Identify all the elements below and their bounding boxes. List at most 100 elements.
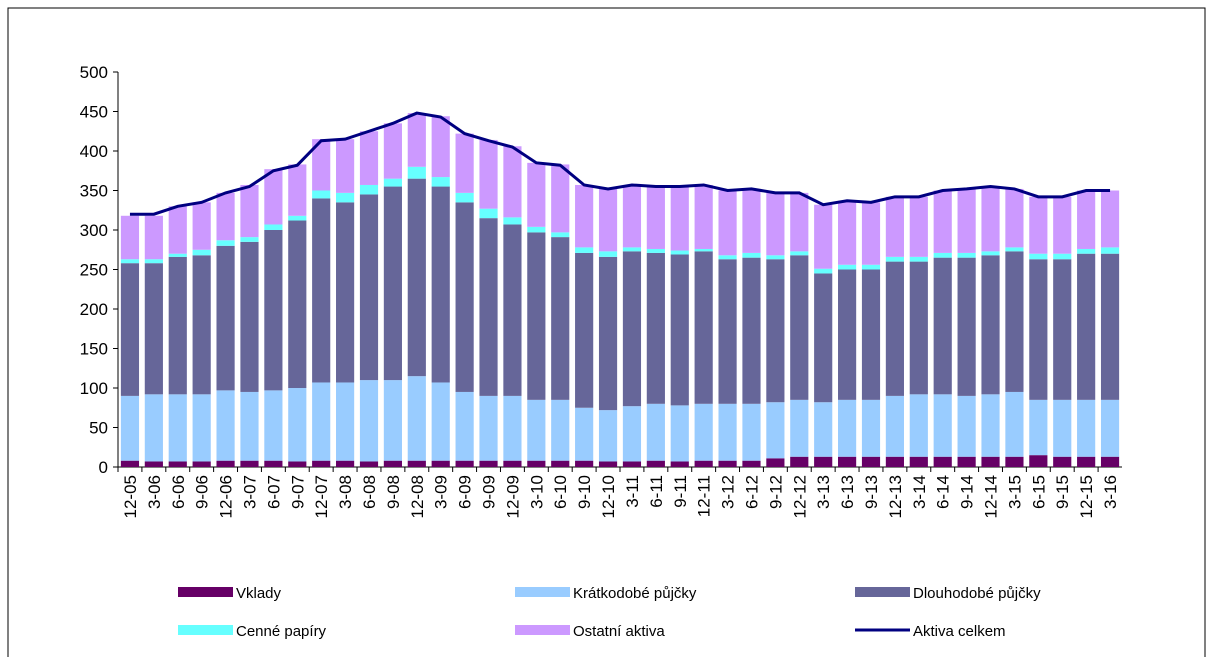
bar-segment <box>168 394 187 462</box>
bar-segment <box>598 256 618 411</box>
bar-segment <box>1029 455 1048 467</box>
bar-segment <box>718 403 737 461</box>
x-tick-label: 3-06 <box>145 475 164 509</box>
bar-segment <box>479 395 498 461</box>
bar-segment <box>479 460 498 467</box>
bar-segment <box>551 232 570 238</box>
bar-segment <box>933 456 952 467</box>
y-tick-label: 100 <box>80 379 108 398</box>
bar-segment <box>814 268 833 274</box>
legend-label: Aktiva celkem <box>913 623 1006 640</box>
x-tick-label: 6-08 <box>360 475 379 509</box>
y-tick-label: 0 <box>99 458 108 477</box>
x-tick-label: 9-15 <box>1053 475 1072 509</box>
legend-label: Krátkodobé půjčky <box>573 585 697 602</box>
x-tick-label: 9-06 <box>193 475 212 509</box>
bar-segment <box>1077 248 1096 254</box>
bar-segment <box>168 253 187 257</box>
bar-segment <box>431 116 450 178</box>
bar-segment <box>431 382 450 461</box>
bar-segment <box>264 460 283 467</box>
x-tick-label: 9-11 <box>671 475 690 508</box>
bar-segment <box>1029 259 1048 400</box>
bar-segment <box>957 257 976 396</box>
bar-segment <box>1053 259 1072 400</box>
bar-segment <box>216 460 235 467</box>
bar-segment <box>1100 399 1120 457</box>
bar-segment <box>790 192 809 252</box>
bar-segment <box>168 206 187 254</box>
bar-segment <box>455 133 474 193</box>
bar-segment <box>981 456 1000 467</box>
bar-segment <box>790 255 809 400</box>
bar-segment <box>814 273 833 403</box>
x-tick-label: 3-16 <box>1101 475 1120 509</box>
bar-segment <box>312 139 331 191</box>
bar-segment <box>192 202 211 250</box>
bar-segment <box>551 164 570 233</box>
bar-segment <box>766 192 785 256</box>
bar-segment <box>861 264 881 270</box>
x-tick-label: 9-09 <box>480 475 499 509</box>
bar-segment <box>1029 253 1048 260</box>
x-tick-label: 3-11 <box>623 475 642 508</box>
x-tick-label: 12-06 <box>217 475 236 518</box>
bar-segment <box>527 232 546 400</box>
bar-segment <box>598 251 618 257</box>
bar-segment <box>240 241 259 392</box>
bar-segment <box>718 259 737 404</box>
bar-segment <box>503 460 522 467</box>
x-tick-label: 3-12 <box>719 475 738 509</box>
bar-segment <box>192 394 211 462</box>
x-tick-label: 3-15 <box>1005 475 1024 509</box>
bar-segment <box>120 259 140 264</box>
bar-segment <box>646 460 665 467</box>
bar-segment <box>622 251 642 407</box>
bar-segment <box>598 461 618 467</box>
bar-segment <box>909 256 928 262</box>
bar-segment <box>718 255 737 260</box>
x-tick-label: 12-14 <box>982 475 1001 518</box>
x-tick-label: 9-10 <box>575 475 594 509</box>
bar-segment <box>742 188 761 253</box>
x-tick-label: 12-13 <box>886 475 905 518</box>
y-tick-label: 400 <box>80 142 108 161</box>
bar-segment <box>909 196 928 257</box>
bar-segment <box>144 259 163 264</box>
bar-segment <box>814 402 833 457</box>
x-tick-label: 9-12 <box>766 475 785 509</box>
bar-segment <box>981 394 1000 457</box>
bar-segment <box>622 461 642 467</box>
bar-segment <box>981 186 1000 252</box>
bar-segment <box>838 264 857 270</box>
legend-swatch <box>515 587 570 597</box>
x-tick-label: 6-12 <box>742 475 761 509</box>
x-tick-label: 3-13 <box>814 475 833 509</box>
bar-segment <box>527 460 546 467</box>
bar-segment <box>646 186 665 249</box>
bar-segment <box>336 139 355 193</box>
bar-segment <box>120 395 140 461</box>
bar-segment <box>742 257 761 404</box>
x-tick-label: 12-11 <box>695 475 714 517</box>
bar-segment <box>407 113 426 167</box>
x-tick-label: 9-14 <box>958 475 977 509</box>
bar-segment <box>288 388 307 462</box>
x-tick-label: 12-08 <box>408 475 427 518</box>
bar-segment <box>288 215 307 221</box>
bar-segment <box>694 403 713 461</box>
bar-segment <box>885 196 904 257</box>
bar-segment <box>359 461 379 467</box>
bar-segment <box>885 456 904 467</box>
bar-segment <box>503 395 522 461</box>
bar-segment <box>838 456 857 467</box>
bar-segment <box>861 202 881 265</box>
bar-segment <box>885 256 904 262</box>
bar-segment <box>264 230 283 391</box>
bar-segment <box>575 407 594 461</box>
bar-segment <box>312 198 331 383</box>
bar-segment <box>1029 196 1048 254</box>
bar-segment <box>503 146 522 218</box>
bar-segment <box>598 188 618 252</box>
bar-segment <box>838 399 857 457</box>
